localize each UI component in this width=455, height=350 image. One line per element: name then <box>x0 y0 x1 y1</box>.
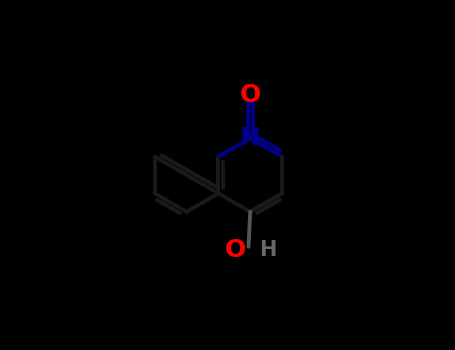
Text: N: N <box>240 126 261 150</box>
Text: O: O <box>224 238 246 261</box>
Text: H: H <box>259 240 276 260</box>
Text: O: O <box>240 83 261 107</box>
